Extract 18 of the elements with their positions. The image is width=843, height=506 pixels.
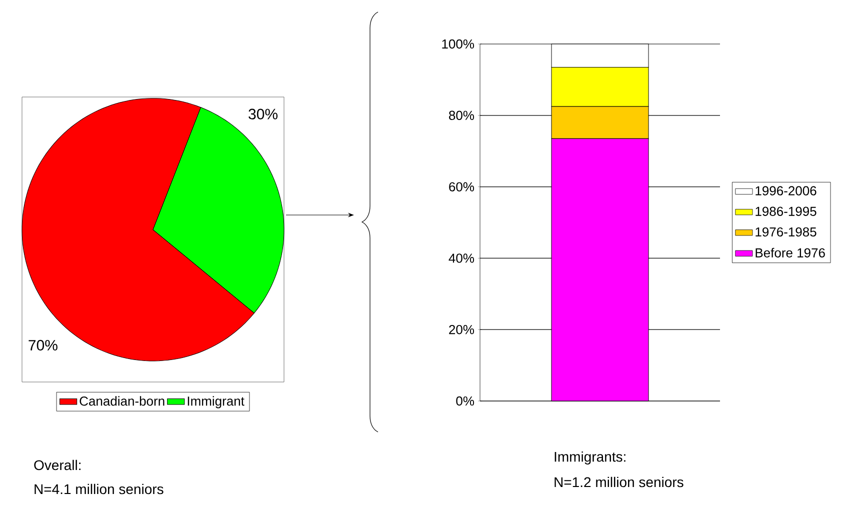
legend-label: 1976-1985	[756, 227, 816, 237]
data-label: 70%	[28, 340, 58, 351]
y-tick-label: 100%	[442, 39, 474, 49]
y-tick-label: 80%	[449, 110, 474, 120]
legend-label: Canadian-born	[80, 396, 164, 406]
text: N=4.1 million seniors	[34, 484, 164, 494]
data-label: 30%	[248, 108, 278, 120]
y-tick-label: 0%	[456, 396, 474, 406]
y-tick-label: 40%	[448, 254, 474, 263]
text: Immigrants:	[554, 451, 626, 465]
legend-label: 1986-1995	[756, 206, 816, 216]
legend-label: Before 1976	[756, 248, 825, 258]
text: N=1.2 million seniors	[554, 476, 684, 488]
legend-label: 1996-2006	[756, 186, 816, 196]
legend-label: Immigrant	[188, 396, 244, 408]
y-tick-label: 60%	[449, 182, 474, 192]
text: Overall:	[34, 460, 80, 470]
y-tick-label: 20%	[449, 324, 474, 334]
